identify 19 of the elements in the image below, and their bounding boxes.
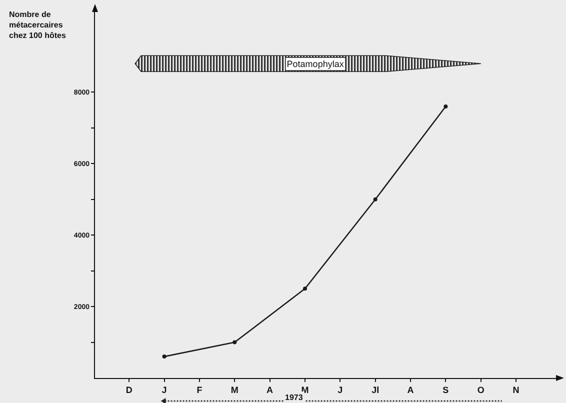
point [162,354,166,359]
y-axis-title: Nombre de métacercaires chez 100 hôtes [9,10,66,40]
point [232,340,237,344]
x-tick-label: J [162,384,167,395]
x-tick-label: J [338,384,343,395]
annotation: Potamophylax [286,58,344,69]
x-tick-label: F [196,384,203,395]
x-tick-label: A [407,384,414,395]
point [373,197,378,202]
x-tick-label: O [477,384,484,395]
point [444,104,448,108]
text: 1973 [285,393,304,402]
point [302,286,307,291]
x-tick-label: A [266,384,274,395]
x-tick-label: N [512,384,520,395]
x-tick-label: D [126,384,133,395]
x-tick-label: S [442,384,449,395]
x-tick-label: Jl [372,384,380,395]
x-tick-label: M [230,384,238,395]
